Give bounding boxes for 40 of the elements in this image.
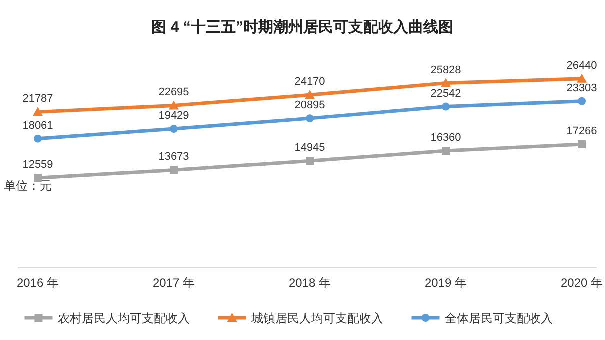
text: 单位：元 [4, 179, 52, 193]
point [170, 125, 178, 134]
data-label: 23303 [566, 82, 598, 94]
point [306, 114, 314, 123]
data-label: 22695 [158, 86, 190, 99]
point [442, 102, 450, 111]
point [577, 74, 587, 83]
point [33, 107, 43, 116]
data-label: 22542 [430, 88, 462, 100]
point [306, 157, 314, 166]
data-label: 13673 [158, 151, 190, 164]
x-tick-label: 2020 年 [560, 276, 604, 290]
point [578, 97, 586, 106]
data-label: 26440 [566, 60, 598, 72]
data-label: 16360 [430, 132, 462, 144]
legend-label: 农村居民人均可支配收入 [58, 312, 190, 326]
point [170, 166, 178, 174]
data-label: 20895 [294, 100, 326, 112]
point [441, 78, 451, 88]
legend-label: 全体居民可支配收入 [444, 312, 553, 326]
x-tick-label: 2019 年 [424, 276, 468, 290]
data-label: 14945 [294, 142, 326, 154]
x-tick-label: 2016 年 [16, 276, 60, 290]
point [305, 90, 315, 100]
point [442, 147, 450, 155]
data-label: 24170 [294, 76, 326, 88]
point [578, 140, 586, 149]
data-label: 17266 [566, 126, 598, 138]
data-label: 19429 [158, 110, 190, 122]
chart-title: 图 4 “十三五”时期潮州居民可支配收入曲线图 [152, 19, 454, 36]
legend-label: 城镇居民人均可支配收入 [250, 312, 384, 326]
x-tick-label: 2018 年 [288, 276, 332, 290]
data-label: 21787 [22, 93, 54, 106]
x-tick-label: 2017 年 [152, 276, 196, 290]
data-label: 25828 [430, 64, 462, 76]
data-label: 12559 [22, 159, 54, 172]
data-label: 18061 [22, 120, 54, 132]
point [34, 174, 42, 182]
point [169, 100, 179, 110]
point [34, 134, 42, 143]
